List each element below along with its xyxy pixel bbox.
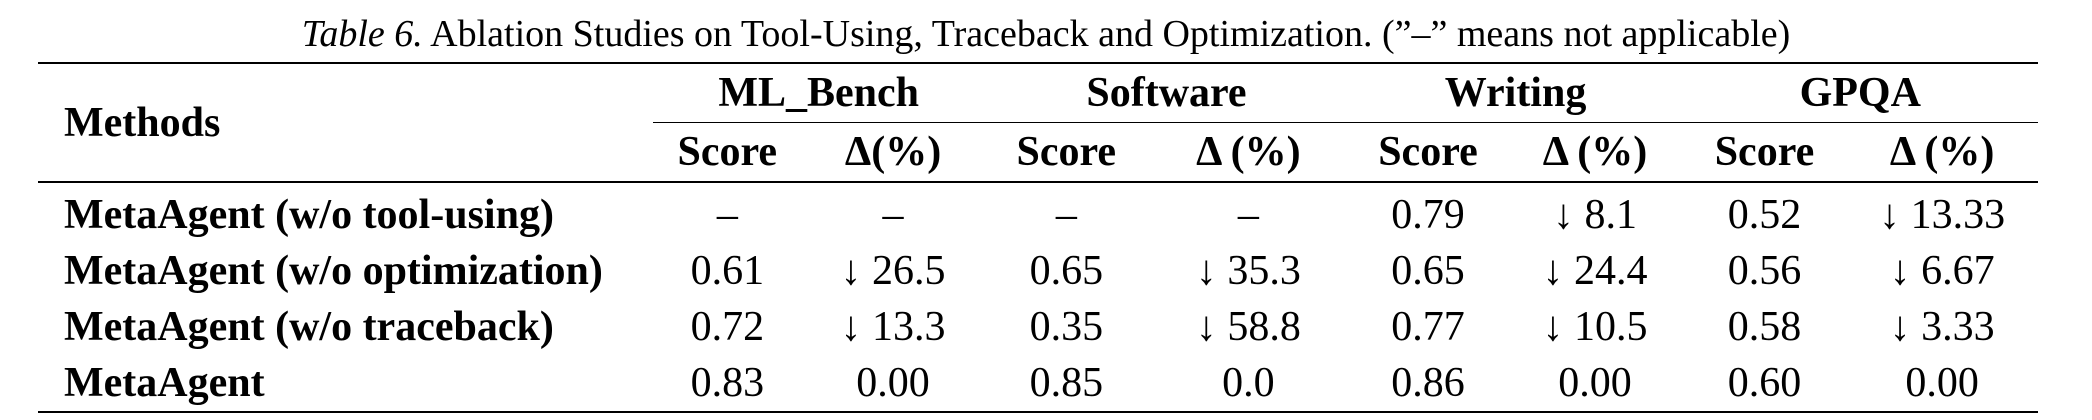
table-cell: ↓ 10.5 [1542,304,1648,350]
table-cell: 0.86 [1348,355,1508,413]
table-cell: – [652,181,802,243]
method-name: MetaAgent (w/o tool-using) [38,181,653,243]
table-cell: 0.60 [1682,355,1847,413]
table-cell: 0.85 [984,355,1149,413]
table-caption: Table 6. Ablation Studies on Tool-Using,… [0,8,2092,60]
table-cell: 0.79 [1348,181,1508,243]
caption-label: Table 6. [301,13,423,55]
subcol-ml-bench-delta: Δ(%) [844,129,942,175]
table-cell: – [1148,181,1349,243]
table-cell: – [984,181,1149,243]
subcol-gpqa-score: Score [1714,129,1815,175]
subcol-gpqa-delta: Δ (%) [1889,129,1995,175]
group-header-gpqa: GPQA [1682,62,2038,123]
table-cell: – [801,181,985,243]
table-cell: 0.0 [1148,355,1349,413]
table-cell: ↓ 6.67 [1889,248,1995,294]
table-cell: ↓ 13.33 [1846,181,2038,243]
table-cell: 0.56 [1727,248,1802,294]
subcol-software-delta: Δ (%) [1196,129,1301,175]
subcol-ml-bench-score: Score [677,129,778,175]
table-cell: 0.65 [1391,248,1465,294]
subcol-software-score: Score [1016,129,1117,175]
table-cell: ↓ 26.5 [840,248,946,294]
table-row: MetaAgent 0.83 0.00 0.85 0.0 0.86 0.00 0… [38,355,2038,413]
group-header-writing: Writing [1348,62,1683,123]
table-row: MetaAgent (w/o traceback) 0.72 ↓ 13.3 0.… [38,299,2038,355]
subcol-writing-score: Score [1378,129,1478,175]
table-cell: 0.00 [801,355,985,413]
table-cell: ↓ 35.3 [1195,248,1301,294]
table-cell: 0.72 [690,304,765,350]
table-cell: 0.00 [1507,355,1683,413]
table-cell: 0.00 [1846,355,2038,413]
table-cell: ↓ 58.8 [1195,304,1301,350]
table-cell: ↓ 3.33 [1889,304,1995,350]
group-header-software: Software [984,62,1349,123]
table-cell: 0.83 [652,355,802,413]
table-cell: ↓ 8.1 [1507,181,1683,243]
table-row: MetaAgent (w/o tool-using) – – – – 0.79 … [38,181,2038,243]
table-cell: 0.77 [1391,304,1465,350]
header-row-groups: Methods ML_Bench Software Writing GPQA [38,62,2038,182]
ablation-table: Methods ML_Bench Software Writing GPQA S… [38,62,2038,413]
methods-header: Methods [38,62,653,182]
header-row-subcolumns: Score Δ(%) Score Δ (%) Score Δ (%) Score… [38,123,2038,183]
table-cell: 0.61 [690,248,765,294]
method-name: MetaAgent (w/o optimization) [64,248,603,294]
table-cell: 0.58 [1727,304,1802,350]
method-name: MetaAgent [38,355,653,413]
caption-text: Ablation Studies on Tool-Using, Tracebac… [430,13,1791,55]
table-row: MetaAgent (w/o optimization) 0.61 ↓ 26.5… [38,243,2038,299]
method-name: MetaAgent (w/o traceback) [64,304,554,350]
table-cell: ↓ 13.3 [840,304,946,350]
group-header-ml-bench: ML_Bench [652,62,985,123]
table-cell: 0.52 [1682,181,1847,243]
table-cell: 0.65 [1029,248,1104,294]
table-cell: ↓ 24.4 [1542,248,1648,294]
table-cell: 0.35 [1029,304,1104,350]
subcol-writing-delta: Δ (%) [1542,129,1648,175]
